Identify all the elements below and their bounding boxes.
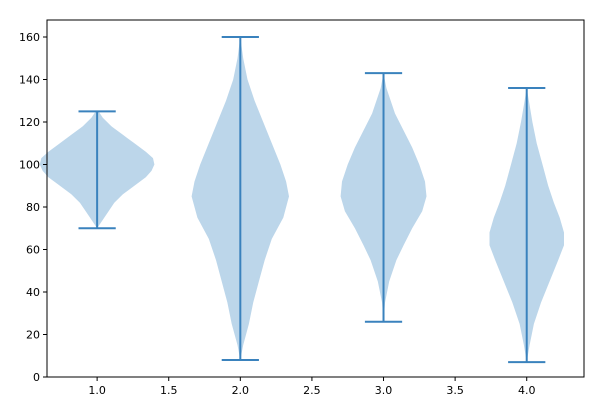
y-tick-label: 0: [33, 371, 40, 384]
axes-frame: [46, 19, 585, 378]
y-axis: 0 20 40 60 80 100 120 140 160: [19, 31, 47, 384]
violin-2: [191, 36, 289, 361]
y-tick-label: 20: [26, 329, 40, 342]
y-tick-label: 80: [26, 201, 40, 214]
y-tick-label: 40: [26, 286, 40, 299]
y-tick-label: 160: [19, 31, 40, 44]
x-tick-label: 1.0: [88, 384, 106, 397]
y-tick-label: 100: [19, 159, 40, 172]
x-axis: 1.0 1.5 2.0 2.5 3.0 3.5 4.0: [88, 377, 535, 397]
y-tick-label: 120: [19, 116, 40, 129]
violin-1: [39, 110, 155, 230]
x-tick-label: 2.0: [232, 384, 250, 397]
x-tick-label: 4.0: [518, 384, 536, 397]
x-tick-label: 3.5: [446, 384, 464, 397]
x-tick-label: 3.0: [375, 384, 393, 397]
y-tick-label: 60: [26, 244, 40, 257]
violin-plot-area: [39, 36, 564, 364]
violin-3: [340, 72, 427, 323]
x-tick-label: 1.5: [160, 384, 178, 397]
x-tick-label: 2.5: [303, 384, 321, 397]
y-tick-label: 140: [19, 74, 40, 87]
violin-4: [489, 87, 564, 364]
